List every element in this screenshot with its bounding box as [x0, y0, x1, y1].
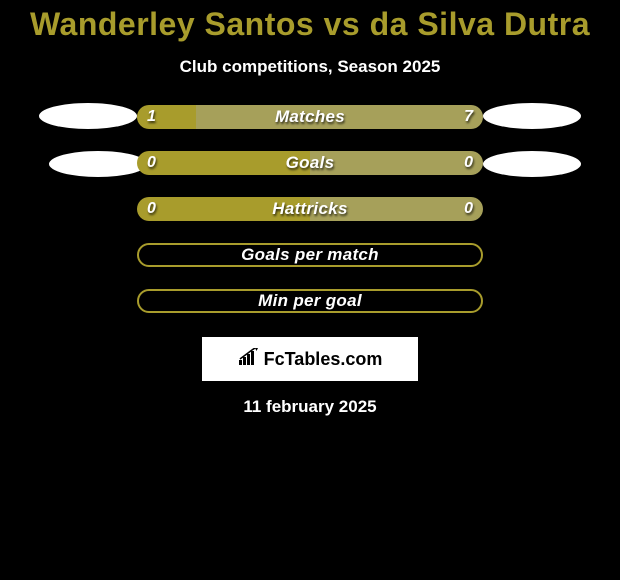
- stat-label: Goals per match: [139, 245, 481, 265]
- comparison-bars: 17Matches 00Goals 00Hattricks Goals per mat…: [0, 105, 620, 335]
- logo-text: FcTables.com: [264, 349, 383, 370]
- stat-label: Hattricks: [137, 197, 483, 221]
- avatar-slot-left: [27, 151, 137, 175]
- player-avatar-right: [483, 151, 581, 177]
- player-avatar-left: [49, 151, 147, 177]
- player-avatar-left: [39, 103, 137, 129]
- date-label: 11 february 2025: [243, 397, 376, 417]
- chart-icon: [238, 348, 260, 371]
- page-subtitle: Club competitions, Season 2025: [180, 57, 441, 77]
- stat-bar: Goals per match: [137, 243, 483, 267]
- avatar-slot-left: [27, 243, 137, 267]
- avatar-slot-left: [27, 197, 137, 221]
- avatar-slot-right: [483, 151, 593, 175]
- stat-bar: 00Hattricks: [137, 197, 483, 221]
- stat-label: Matches: [137, 105, 483, 129]
- comparison-card: Wanderley Santos vs da Silva Dutra Club …: [0, 0, 620, 417]
- stat-row: 17Matches: [0, 105, 620, 129]
- player-avatar-right: [483, 103, 581, 129]
- page-title: Wanderley Santos vs da Silva Dutra: [30, 6, 590, 43]
- avatar-slot-left: [27, 289, 137, 313]
- stat-bar: 00Goals: [137, 151, 483, 175]
- avatar-slot-right: [483, 243, 593, 267]
- avatar-slot-right: [483, 105, 593, 129]
- stat-row: 00Hattricks: [0, 197, 620, 221]
- stat-row: 00Goals: [0, 151, 620, 175]
- stat-row: Goals per match: [0, 243, 620, 267]
- stat-label: Min per goal: [139, 291, 481, 311]
- stat-bar: 17Matches: [137, 105, 483, 129]
- stat-bar: Min per goal: [137, 289, 483, 313]
- stat-row: Min per goal: [0, 289, 620, 313]
- avatar-slot-left: [27, 105, 137, 129]
- logo-box[interactable]: FcTables.com: [202, 337, 418, 381]
- avatar-slot-right: [483, 197, 593, 221]
- avatar-slot-right: [483, 289, 593, 313]
- stat-label: Goals: [137, 151, 483, 175]
